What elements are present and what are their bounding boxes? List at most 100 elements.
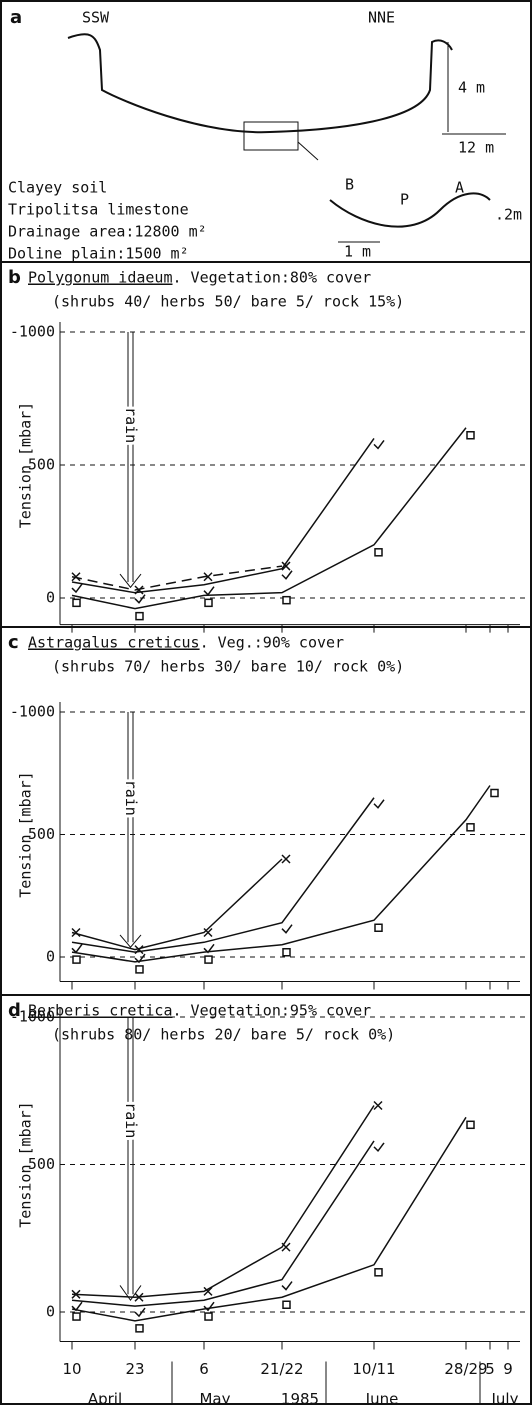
- site-line: Clayey soil: [8, 179, 107, 197]
- point-square: [466, 431, 475, 440]
- point-square: [374, 923, 383, 932]
- point-v: [203, 1301, 215, 1312]
- point-x: [71, 927, 81, 938]
- point-v: [71, 583, 83, 594]
- point-x: [373, 1100, 383, 1111]
- y-tick-label: -1000: [10, 703, 55, 721]
- label: P: [400, 191, 409, 209]
- y-tick-label: 500: [28, 456, 55, 474]
- label: B: [345, 176, 354, 194]
- point-square: [466, 1120, 475, 1130]
- point-v: [71, 943, 83, 954]
- subtitle: . Vegetation:80% cover: [173, 269, 372, 287]
- point-square: [135, 1324, 144, 1333]
- point-v: [134, 594, 146, 604]
- label: 1 m: [344, 243, 371, 261]
- y-tick-label: 0: [46, 1303, 55, 1321]
- point-x: [134, 1292, 144, 1302]
- point-square: [490, 788, 499, 798]
- rain-arrowhead: [119, 934, 142, 948]
- zoom-profile: [329, 192, 491, 228]
- panel-letter: d: [8, 1000, 21, 1021]
- point-square: [72, 598, 81, 608]
- label: NNE: [368, 9, 395, 27]
- point-square: [204, 1312, 213, 1321]
- label: SSW: [82, 9, 110, 27]
- point-v: [373, 799, 385, 809]
- point-square: [72, 955, 81, 964]
- label: .2m: [495, 206, 522, 224]
- point-v: [373, 439, 385, 450]
- point-x: [281, 561, 291, 571]
- panel-letter: c: [8, 632, 19, 653]
- label: A: [455, 179, 464, 197]
- point-square: [135, 965, 144, 974]
- x-tick-label: 28/29: [444, 1360, 487, 1378]
- point-x: [203, 572, 213, 582]
- point-x: [71, 572, 81, 582]
- month-label: 1985: [281, 1390, 319, 1405]
- point-x: [281, 1242, 291, 1252]
- subtitle: . Vegetation:95% cover: [173, 1002, 372, 1020]
- point-v: [281, 570, 293, 580]
- point-x: [203, 1286, 213, 1296]
- series-line: [71, 797, 375, 953]
- y-tick-label: 0: [46, 948, 55, 966]
- rain-arrowhead: [119, 573, 142, 589]
- point-v: [134, 1307, 146, 1318]
- annotation: rain: [122, 407, 140, 443]
- cover-note: (shrubs 40/ herbs 50/ bare 5/ rock 15%): [52, 293, 404, 311]
- series-line: [71, 565, 283, 591]
- annotation: rain: [122, 780, 140, 816]
- doline-profile: [67, 33, 453, 134]
- species: Berberis cretica: [28, 1002, 173, 1020]
- panel-letter: b: [8, 267, 21, 288]
- series-line: [71, 427, 467, 610]
- point-square: [282, 1300, 291, 1309]
- x-tick-label: 10: [62, 1360, 81, 1378]
- site-line: Drainage area:12800 m²: [8, 223, 207, 241]
- panel-a: a SSW NNE 4 m 12 m B P A .2m 1 m Clayey …: [0, 7, 532, 263]
- y-label: Tension [mbar]: [17, 402, 35, 528]
- x-tick-label: 6: [199, 1360, 209, 1378]
- cover-note: (shrubs 70/ herbs 30/ bare 10/ rock 0%): [52, 658, 404, 676]
- series-line: [71, 858, 283, 951]
- cover-note: (shrubs 80/ herbs 20/ bare 5/ rock 0%): [52, 1026, 395, 1044]
- site-line: Tripolitsa limestone: [8, 201, 189, 219]
- point-v: [281, 1281, 293, 1291]
- point-v: [373, 1142, 385, 1153]
- x-tick-label: 9: [503, 1360, 513, 1378]
- y-label: Tension [mbar]: [17, 771, 35, 897]
- species: Polygonum idaeum: [28, 269, 173, 287]
- arrow: [297, 141, 319, 161]
- point-v: [203, 586, 215, 596]
- month-label: July: [491, 1390, 519, 1405]
- series-line: [71, 1140, 375, 1307]
- month-label: April: [88, 1390, 122, 1405]
- point-square: [135, 611, 144, 621]
- point-square: [204, 598, 213, 608]
- x-tick-label: 10/11: [352, 1360, 395, 1378]
- label: 4 m: [458, 79, 485, 97]
- y-label: Tension [mbar]: [17, 1101, 35, 1227]
- point-x: [71, 1289, 81, 1299]
- point-v: [134, 953, 146, 964]
- series-line: [71, 1105, 375, 1299]
- series-line: [71, 785, 491, 963]
- x-tick-label: 23: [125, 1360, 144, 1378]
- site-line: Doline plain:1500 m²: [8, 245, 189, 263]
- y-tick-label: -1000: [10, 323, 55, 341]
- y-tick-label: -1000: [10, 1008, 55, 1026]
- point-x: [203, 927, 213, 938]
- point-square: [72, 1312, 81, 1321]
- point-square: [374, 548, 383, 557]
- zoom-box: [243, 121, 299, 151]
- point-square: [282, 595, 291, 605]
- point-square: [204, 955, 213, 964]
- label: 12 m: [458, 139, 494, 157]
- annotation: rain: [122, 1102, 140, 1138]
- point-v: [281, 924, 293, 934]
- x-tick-label: 21/22: [260, 1360, 303, 1378]
